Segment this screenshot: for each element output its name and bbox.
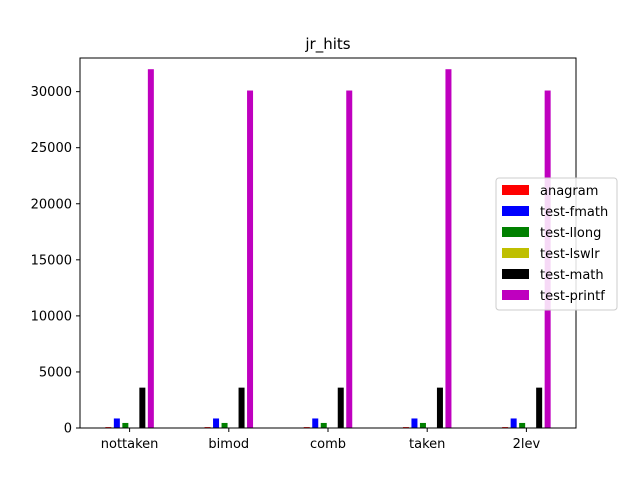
legend-swatch-test-lswlr — [502, 248, 529, 258]
bars-group — [105, 69, 551, 429]
bar-test-fmath-2lev — [510, 418, 517, 428]
bar-test-printf-bimod — [247, 90, 254, 429]
x-tick-label: 2lev — [513, 437, 541, 452]
bar-test-llong-2lev — [519, 422, 526, 428]
legend-label-test-fmath: test-fmath — [540, 205, 608, 220]
chart-title: jr_hits — [304, 35, 350, 54]
legend-label-test-llong: test-llong — [540, 226, 601, 241]
y-axis: 0 5000 10000 15000 20000 25000 30000 — [31, 85, 80, 437]
bar-test-llong-taken — [419, 422, 426, 428]
x-axis: nottaken bimod comb taken 2lev — [101, 428, 541, 452]
y-tick-label: 10000 — [31, 309, 72, 324]
bar-test-math-bimod — [238, 387, 245, 428]
x-tick-label: nottaken — [101, 437, 159, 452]
x-tick-label: bimod — [208, 437, 249, 452]
y-tick-label: 20000 — [31, 197, 72, 212]
bar-test-fmath-comb — [312, 418, 319, 428]
bar-test-printf-comb — [346, 90, 353, 429]
bar-test-printf-nottaken — [147, 69, 154, 429]
y-tick-label: 25000 — [31, 141, 72, 156]
x-tick-label: comb — [310, 437, 346, 452]
legend-label-test-math: test-math — [540, 268, 604, 283]
bar-test-math-nottaken — [139, 387, 146, 428]
bar-test-printf-taken — [445, 69, 452, 429]
bar-test-llong-comb — [320, 422, 327, 428]
y-tick-label: 0 — [64, 422, 72, 437]
y-tick-label: 30000 — [31, 85, 72, 100]
y-tick-label: 15000 — [31, 253, 72, 268]
legend-label-anagram: anagram — [540, 184, 598, 199]
legend-label-test-lswlr: test-lswlr — [540, 247, 600, 262]
legend-swatch-test-fmath — [502, 206, 529, 216]
legend-swatch-test-math — [502, 269, 529, 279]
bar-test-math-comb — [337, 387, 344, 428]
legend: anagram test-fmath test-llong test-lswlr tes… — [495, 177, 618, 311]
bar-test-llong-bimod — [221, 422, 228, 428]
x-tick-label: taken — [409, 437, 445, 452]
legend-swatch-test-printf — [502, 290, 529, 300]
legend-label-test-printf: test-printf — [540, 289, 605, 304]
bar-test-fmath-bimod — [213, 418, 220, 428]
bar-test-math-taken — [436, 387, 443, 428]
legend-swatch-test-llong — [502, 227, 529, 237]
bar-test-fmath-taken — [411, 418, 418, 428]
bar-test-llong-nottaken — [122, 422, 129, 428]
bar-test-fmath-nottaken — [113, 418, 120, 428]
legend-swatch-anagram — [502, 185, 529, 195]
y-tick-label: 5000 — [39, 365, 72, 380]
bar-test-math-2lev — [536, 387, 543, 428]
